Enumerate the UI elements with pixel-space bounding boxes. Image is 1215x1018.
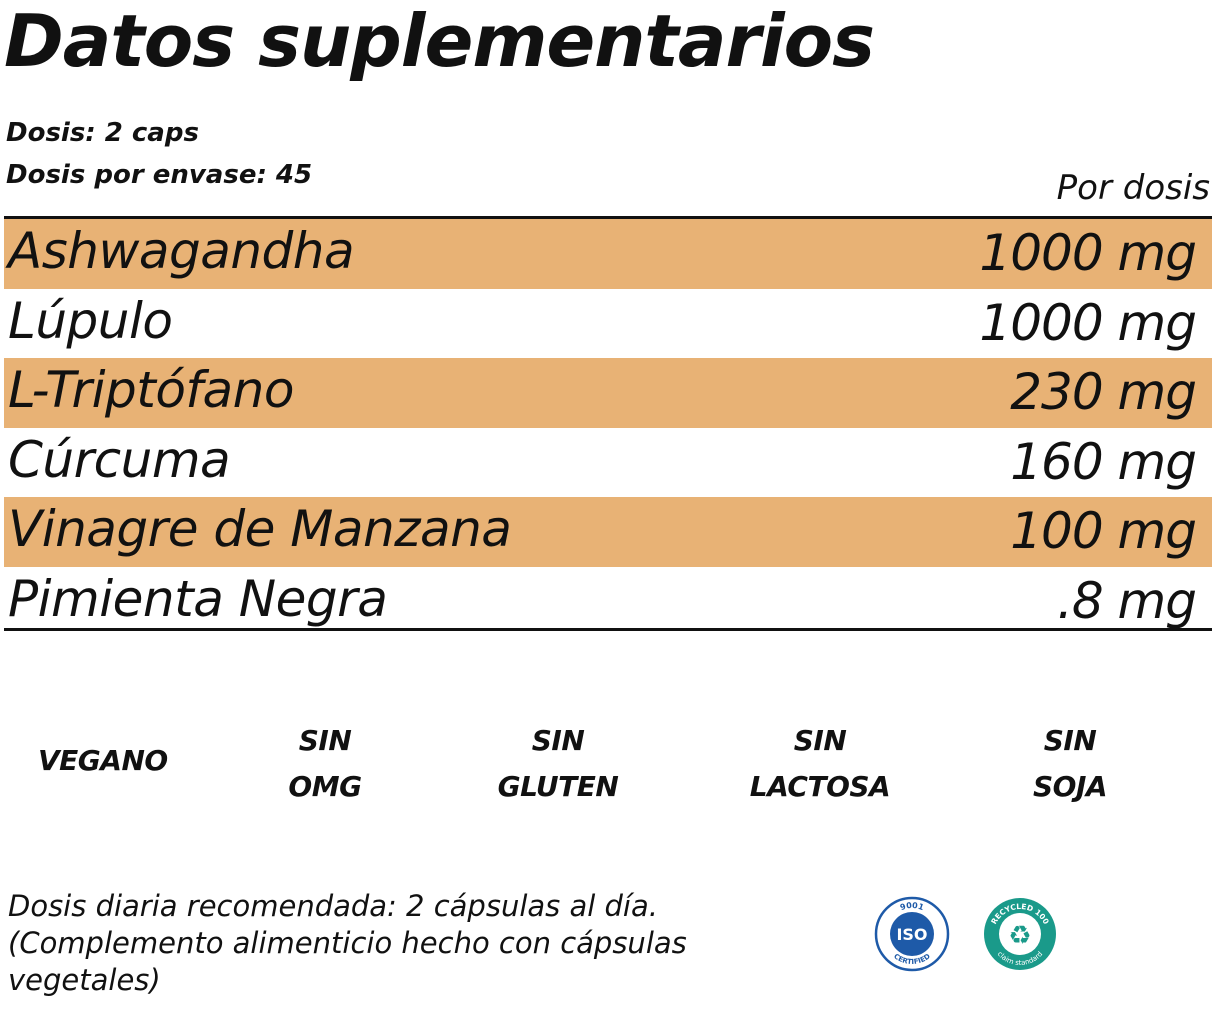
footnote-line: (Complemento alimenticio hecho con cápsu… <box>8 926 687 960</box>
ingredient-name: Vinagre de Manzana <box>8 500 512 558</box>
ingredient-row: L-Triptófano 230 mg <box>4 358 1212 428</box>
badge-label: SIN <box>298 724 352 757</box>
svg-text:9001: 9001 <box>899 901 926 912</box>
badge-sin-omg: SIN OMG <box>265 718 385 810</box>
ingredient-amount: 1000 mg <box>979 293 1197 352</box>
badge-label: SIN <box>793 724 847 757</box>
footnote-line: vegetales) <box>8 963 161 997</box>
page-title: Datos suplementarios <box>4 0 875 83</box>
badge-sin-lactosa: SIN LACTOSA <box>745 718 895 810</box>
badge-sin-gluten: SIN GLUTEN <box>488 718 628 810</box>
ingredients-table: Ashwagandha 1000 mg Lúpulo 1000 mg L-Tri… <box>4 219 1212 636</box>
top-rule <box>4 216 1212 219</box>
ingredient-name: L-Triptófano <box>8 361 294 419</box>
ingredient-row: Cúrcuma 160 mg <box>4 428 1212 498</box>
badge-label: SOJA <box>1032 770 1108 803</box>
ingredient-row: Lúpulo 1000 mg <box>4 289 1212 359</box>
bottom-rule <box>4 628 1212 631</box>
footnote-line: Dosis diaria recomendada: 2 cápsulas al … <box>8 889 658 923</box>
badge-vegano: VEGANO <box>38 738 168 784</box>
badge-label: SIN <box>531 724 585 757</box>
recycle-seal-icon: RECYCLED 100 claim standard ♻ <box>984 898 1056 970</box>
ingredient-amount: .8 mg <box>1056 571 1197 630</box>
iso-certified-logo: 9001 ISO CERTIFIED <box>874 896 950 972</box>
svg-text:♻: ♻ <box>1008 921 1031 951</box>
ingredient-amount: 1000 mg <box>979 224 1197 282</box>
ingredient-amount: 160 mg <box>1010 432 1197 491</box>
badge-label: SIN <box>1043 724 1097 757</box>
ingredient-row: Ashwagandha 1000 mg <box>4 219 1212 289</box>
ingredient-name: Ashwagandha <box>8 222 355 280</box>
ingredient-name: Cúrcuma <box>8 430 231 489</box>
recycled-claim-logo: RECYCLED 100 claim standard ♻ <box>982 896 1058 972</box>
ingredient-row: Pimienta Negra .8 mg <box>4 567 1212 637</box>
diet-badges: VEGANO SIN OMG SIN GLUTEN SIN LACTOSA SI… <box>0 718 1215 818</box>
ingredient-row: Vinagre de Manzana 100 mg <box>4 497 1212 567</box>
badge-label: GLUTEN <box>497 770 619 803</box>
dosage-footnote: Dosis diaria recomendada: 2 cápsulas al … <box>8 888 728 999</box>
badge-sin-soja: SIN SOJA <box>1010 718 1130 810</box>
badge-label: VEGANO <box>38 744 168 777</box>
badge-label: LACTOSA <box>749 770 891 803</box>
svg-text:ISO: ISO <box>896 925 927 944</box>
ingredient-amount: 100 mg <box>1010 502 1197 560</box>
ingredient-name: Pimienta Negra <box>8 569 388 628</box>
ingredient-name: Lúpulo <box>8 291 173 350</box>
iso-seal-icon: 9001 ISO CERTIFIED <box>874 896 950 972</box>
servings-per-container: Dosis por envase: 45 <box>6 160 313 190</box>
ingredient-amount: 230 mg <box>1010 363 1197 421</box>
serving-size: Dosis: 2 caps <box>6 118 199 148</box>
per-dose-header: Por dosis <box>1056 168 1210 208</box>
badge-label: OMG <box>288 770 362 803</box>
